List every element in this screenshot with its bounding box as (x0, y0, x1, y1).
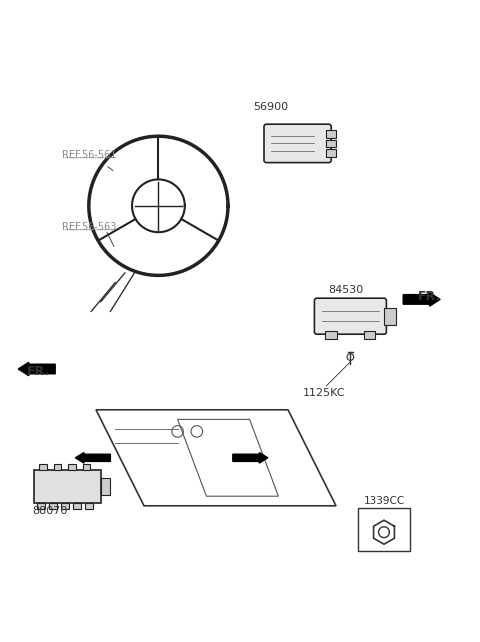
FancyArrow shape (18, 362, 55, 376)
FancyBboxPatch shape (314, 298, 386, 334)
FancyArrow shape (233, 453, 268, 463)
FancyBboxPatch shape (326, 139, 336, 147)
FancyBboxPatch shape (68, 464, 76, 470)
FancyBboxPatch shape (83, 464, 90, 470)
Text: FR.: FR. (418, 290, 441, 304)
Text: 88070: 88070 (33, 506, 68, 516)
FancyBboxPatch shape (264, 124, 331, 162)
Text: 1125KC: 1125KC (303, 388, 345, 398)
FancyBboxPatch shape (37, 503, 45, 509)
Text: 56900: 56900 (253, 102, 289, 112)
Text: REF.56-563: REF.56-563 (62, 222, 117, 232)
FancyBboxPatch shape (34, 470, 101, 503)
FancyBboxPatch shape (85, 503, 93, 509)
FancyBboxPatch shape (101, 478, 110, 495)
FancyBboxPatch shape (364, 331, 375, 339)
FancyBboxPatch shape (326, 130, 336, 137)
FancyBboxPatch shape (325, 331, 337, 339)
FancyBboxPatch shape (384, 308, 396, 325)
FancyBboxPatch shape (61, 503, 69, 509)
FancyArrow shape (75, 453, 110, 463)
Text: 84530: 84530 (328, 284, 363, 295)
FancyBboxPatch shape (49, 503, 57, 509)
Text: REF.56-561: REF.56-561 (62, 150, 117, 160)
FancyArrow shape (403, 293, 440, 306)
Bar (358, 508, 410, 551)
FancyBboxPatch shape (54, 464, 61, 470)
Text: FR.: FR. (26, 365, 49, 378)
FancyBboxPatch shape (73, 503, 81, 509)
FancyBboxPatch shape (39, 464, 47, 470)
Text: 1339CC: 1339CC (363, 496, 405, 506)
FancyBboxPatch shape (326, 149, 336, 157)
